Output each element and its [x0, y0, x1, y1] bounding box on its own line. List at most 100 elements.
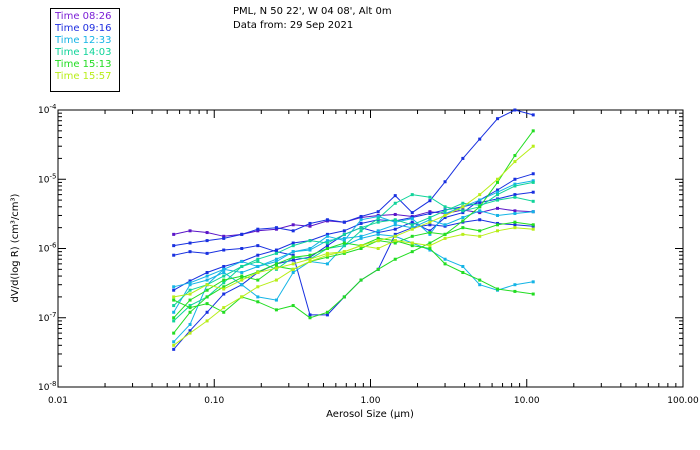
legend-entry: Time 15:13 — [55, 59, 112, 70]
data-point — [291, 304, 295, 308]
data-point — [188, 229, 192, 233]
data-point — [531, 129, 535, 133]
data-point — [222, 292, 226, 296]
data-point — [342, 229, 346, 233]
data-point — [274, 266, 278, 270]
data-point — [172, 285, 176, 289]
data-point — [325, 255, 329, 259]
data-point — [172, 232, 176, 236]
data-point — [205, 231, 209, 235]
data-point — [428, 195, 432, 199]
data-point — [172, 331, 176, 335]
data-point — [256, 229, 260, 233]
data-point — [461, 226, 465, 230]
data-point — [478, 201, 482, 205]
data-point — [222, 248, 226, 252]
data-point — [188, 292, 192, 296]
legend-entry: Time 12:33 — [55, 35, 112, 46]
series-line — [173, 130, 534, 319]
data-point — [222, 236, 226, 240]
data-point — [291, 244, 295, 248]
data-point — [531, 227, 535, 231]
data-point — [478, 283, 482, 287]
data-point — [325, 218, 329, 222]
series-line — [173, 196, 534, 306]
data-point — [325, 239, 329, 243]
data-point — [531, 190, 535, 194]
data-point — [274, 226, 278, 230]
data-point — [188, 331, 192, 335]
data-point — [291, 271, 295, 275]
data-point — [325, 251, 329, 255]
data-point — [188, 306, 192, 310]
data-point — [393, 257, 397, 261]
data-point — [428, 220, 432, 224]
data-point — [240, 276, 244, 280]
data-point — [308, 253, 312, 257]
data-point — [410, 227, 414, 231]
data-point — [410, 220, 414, 224]
data-point — [274, 227, 278, 231]
data-point — [188, 283, 192, 287]
data-point — [393, 194, 397, 198]
data-point — [410, 211, 414, 215]
series-group — [172, 108, 535, 248]
data-point — [172, 253, 176, 257]
data-point — [428, 199, 432, 203]
data-point — [393, 220, 397, 224]
data-point — [308, 221, 312, 225]
data-point — [393, 234, 397, 238]
data-point — [188, 329, 192, 333]
data-point — [393, 212, 397, 216]
data-point — [531, 144, 535, 148]
data-point — [513, 108, 517, 112]
data-point — [428, 232, 432, 236]
data-point — [376, 229, 380, 233]
data-point — [172, 288, 176, 292]
data-point — [188, 281, 192, 285]
data-point — [342, 236, 346, 240]
series-line — [173, 237, 534, 334]
x-tick-label: 1.00 — [360, 396, 380, 406]
data-point — [325, 247, 329, 250]
data-point — [205, 239, 209, 243]
data-point — [531, 199, 535, 203]
data-point — [443, 212, 447, 216]
data-point — [496, 177, 500, 181]
data-point — [461, 271, 465, 275]
data-point — [274, 257, 278, 261]
data-point — [376, 217, 380, 221]
data-point — [308, 259, 312, 263]
data-point — [205, 295, 209, 299]
data-point — [513, 160, 517, 164]
data-point — [342, 241, 346, 245]
data-point — [428, 229, 432, 233]
data-point — [443, 216, 447, 220]
data-point — [478, 278, 482, 282]
data-point — [222, 274, 226, 278]
data-point — [410, 244, 414, 248]
data-point — [531, 210, 535, 214]
data-point — [478, 137, 482, 141]
x-tick-label: 100.00 — [667, 396, 699, 406]
data-point — [443, 232, 447, 236]
data-point — [478, 198, 482, 202]
data-point — [478, 229, 482, 233]
data-point — [496, 190, 500, 194]
data-point — [205, 274, 209, 278]
data-point — [359, 234, 363, 238]
data-point — [428, 223, 432, 227]
data-point — [359, 226, 363, 230]
data-point — [359, 247, 363, 250]
data-point — [325, 253, 329, 257]
data-point — [461, 219, 465, 223]
data-point — [256, 259, 260, 263]
data-point — [205, 302, 209, 306]
data-point — [393, 232, 397, 236]
data-point — [531, 223, 535, 227]
data-point — [443, 262, 447, 266]
data-point — [342, 244, 346, 248]
data-point — [308, 224, 312, 228]
series-group — [172, 144, 535, 347]
y-tick-label: 10-5 — [38, 172, 56, 185]
